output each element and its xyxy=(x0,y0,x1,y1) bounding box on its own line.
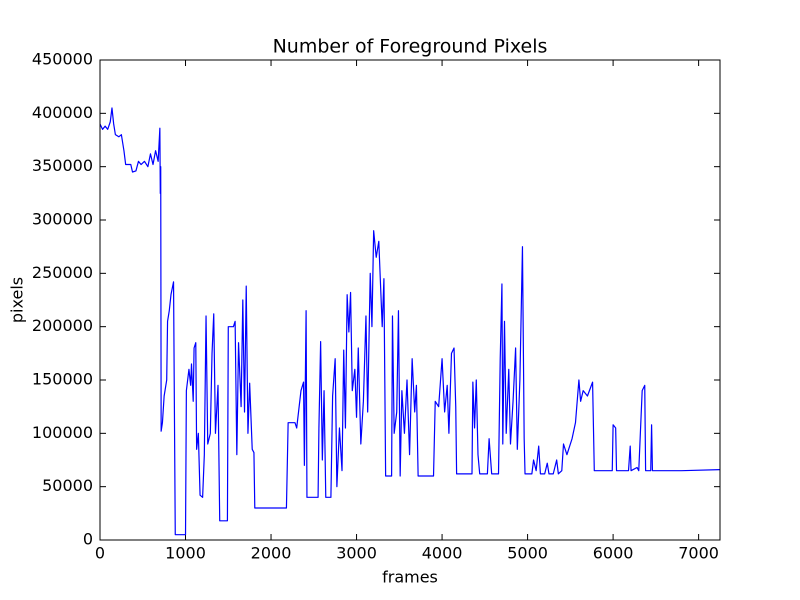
x-tick-label: 2000 xyxy=(251,544,292,563)
x-axis-label: frames xyxy=(382,568,438,587)
x-tick-label: 4000 xyxy=(422,544,463,563)
x-tick-label: 3000 xyxy=(336,544,377,563)
y-tick-label: 50000 xyxy=(42,476,93,495)
y-tick-label: 200000 xyxy=(32,316,93,335)
y-tick-label: 350000 xyxy=(32,156,93,175)
y-tick-label: 0 xyxy=(83,530,93,549)
y-tick-label: 100000 xyxy=(32,423,93,442)
x-tick-label: 7000 xyxy=(678,544,719,563)
y-tick-label: 150000 xyxy=(32,370,93,389)
plot-frame xyxy=(99,59,721,541)
data-line xyxy=(99,107,721,536)
x-tick-label: 6000 xyxy=(593,544,634,563)
y-axis-label: pixels xyxy=(8,277,27,323)
y-tick-label: 300000 xyxy=(32,210,93,229)
y-tick-label: 450000 xyxy=(32,50,93,69)
y-tick-label: 250000 xyxy=(32,263,93,282)
chart-title: Number of Foreground Pixels xyxy=(273,36,548,58)
x-tick-label: 5000 xyxy=(507,544,548,563)
y-tick-label: 400000 xyxy=(32,103,93,122)
x-tick-label: 0 xyxy=(95,544,105,563)
x-tick-label: 1000 xyxy=(165,544,206,563)
